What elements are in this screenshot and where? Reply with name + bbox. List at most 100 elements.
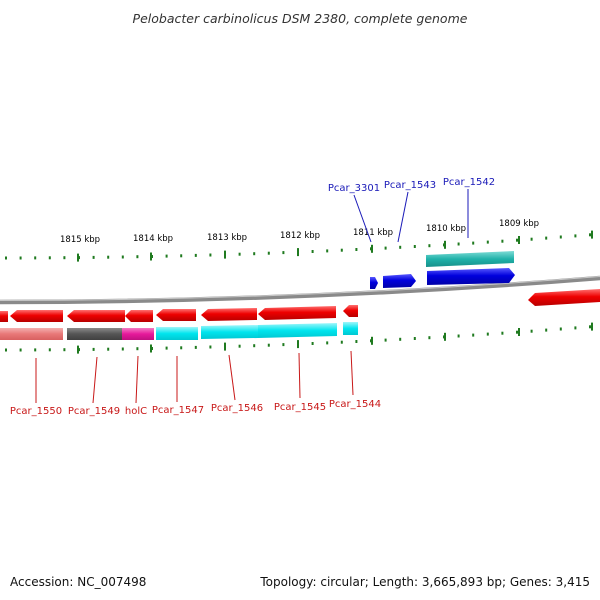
- gene-label[interactable]: Pcar_3301: [328, 183, 380, 194]
- scale-dot: [34, 256, 37, 260]
- gene-pcar-1544[interactable]: [343, 305, 358, 317]
- scale-dot: [238, 252, 241, 256]
- scale-dot: [413, 245, 416, 248]
- feature-cyan: [201, 325, 258, 339]
- scale-dot: [63, 348, 66, 352]
- scale-dot: [238, 344, 241, 348]
- scale-dot: [209, 253, 212, 257]
- feature-pcar-1542-teal: [426, 251, 514, 267]
- scale-dot: [34, 348, 37, 352]
- scale-dot: [107, 347, 110, 351]
- feature-magenta: [122, 328, 154, 340]
- scale-dot: [428, 244, 431, 248]
- gene-pcar-1542[interactable]: [427, 268, 515, 285]
- scale-dot: [121, 347, 124, 351]
- topology-text: Topology: circular; Length: 3,665,893 bp…: [259, 575, 590, 589]
- scale-dot: [384, 338, 387, 342]
- scale-dot: [165, 254, 168, 258]
- scale-major-tick: [77, 253, 79, 262]
- scale-dot: [267, 251, 270, 255]
- scale-dot: [63, 256, 66, 260]
- gene-pcar-1543[interactable]: [383, 274, 416, 288]
- gene-holc[interactable]: [125, 310, 153, 322]
- scale-dot: [121, 255, 124, 259]
- scale-dot: [19, 348, 22, 352]
- gene-label[interactable]: Pcar_1546: [211, 403, 263, 414]
- scale-major-tick: [371, 244, 373, 253]
- scale-dot: [355, 340, 358, 343]
- scale-dot: [282, 343, 285, 347]
- scale-dot: [472, 241, 475, 245]
- scale-dot: [165, 346, 168, 350]
- scale-dot: [501, 331, 504, 335]
- scale-dot: [253, 344, 256, 348]
- scale-dot: [311, 342, 314, 345]
- top-gene-labels: Pcar_3301 Pcar_1543 Pcar_1542: [328, 177, 495, 194]
- scale-label: 1813 kbp: [207, 233, 247, 243]
- scale-major-tick: [371, 336, 373, 345]
- scale-label: 1809 kbp: [499, 219, 539, 229]
- scale-dot: [136, 347, 139, 351]
- scale-labels: 1815 kbp 1814 kbp 1813 kbp 1812 kbp 1811…: [60, 219, 539, 245]
- gene-label[interactable]: Pcar_1543: [384, 180, 436, 191]
- gene-label[interactable]: Pcar_1545: [274, 402, 326, 413]
- scale-major-tick: [77, 345, 79, 354]
- scale-major-tick: [518, 236, 520, 244]
- gene-right-edge[interactable]: [528, 289, 600, 306]
- scale-dot: [589, 233, 591, 237]
- scale-dot: [457, 334, 460, 338]
- gene-label[interactable]: Pcar_1547: [152, 405, 204, 416]
- gene-pcar-1550[interactable]: [0, 311, 8, 322]
- scale-dot: [194, 253, 197, 257]
- scale-dot: [180, 346, 183, 350]
- gene-label[interactable]: Pcar_1549: [68, 406, 120, 417]
- gene-label[interactable]: Pcar_1542: [443, 177, 495, 188]
- scale-dot: [486, 332, 489, 336]
- scale-dot: [574, 234, 577, 238]
- gene-label[interactable]: holC: [125, 406, 147, 417]
- scale-dot: [457, 242, 460, 246]
- scale-dot: [194, 345, 197, 349]
- genome-backbone: [0, 275, 600, 305]
- gene-label[interactable]: Pcar_1544: [329, 399, 381, 410]
- gene-pcar-1547[interactable]: [156, 309, 196, 321]
- scale-dot: [19, 256, 22, 260]
- gene-pcar-1550-b[interactable]: [10, 310, 63, 322]
- scale-major-tick: [444, 332, 446, 341]
- scale-dot: [209, 345, 212, 349]
- scale-dot: [48, 348, 51, 352]
- scale-dot: [530, 329, 533, 333]
- scale-dot: [589, 325, 591, 329]
- feature-salmon: [0, 328, 63, 340]
- scale-major-tick: [150, 252, 152, 261]
- scale-dot: [107, 255, 110, 259]
- gene-pcar-1546[interactable]: [201, 308, 257, 321]
- scale-dot: [399, 337, 402, 341]
- feature-gray: [67, 328, 122, 340]
- lower-scale-track: [5, 322, 593, 354]
- scale-dot: [545, 236, 548, 240]
- gene-label[interactable]: Pcar_1550: [10, 406, 62, 417]
- scale-dot: [282, 251, 285, 255]
- scale-dot: [486, 240, 489, 244]
- scale-major-tick: [444, 240, 446, 249]
- gene-pcar-3301[interactable]: [370, 277, 378, 289]
- scale-dot: [428, 336, 431, 340]
- scale-label: 1812 kbp: [280, 231, 320, 241]
- scale-major-tick: [224, 342, 226, 351]
- scale-label: 1810 kbp: [426, 224, 466, 234]
- scale-dot: [516, 238, 518, 242]
- scale-label: 1815 kbp: [60, 235, 100, 245]
- scale-dot: [136, 255, 139, 259]
- gene-pcar-1545[interactable]: [258, 306, 336, 320]
- upper-scale-track: [5, 230, 593, 262]
- scale-dot: [92, 347, 95, 351]
- scale-dot: [311, 250, 314, 253]
- gene-pcar-1549[interactable]: [67, 310, 125, 322]
- scale-label: 1811 kbp: [353, 228, 393, 238]
- scale-dot: [326, 341, 329, 345]
- feature-cyan: [156, 327, 198, 340]
- feature-track: [0, 322, 358, 340]
- bottom-gene-labels: Pcar_1550 Pcar_1549 holC Pcar_1547 Pcar_…: [10, 399, 381, 417]
